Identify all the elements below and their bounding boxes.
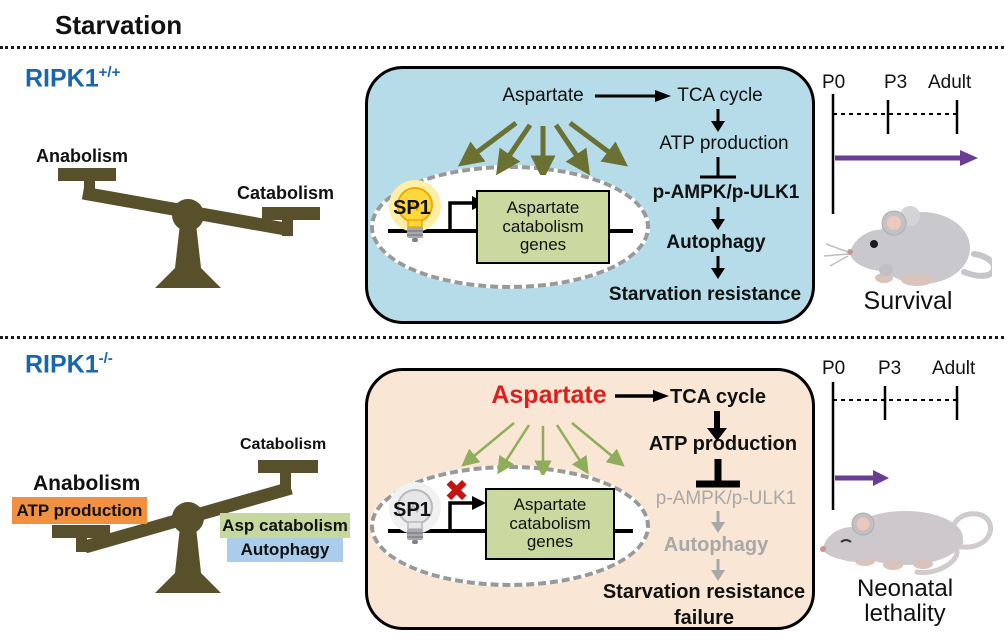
ko-outcome-node-line1: Starvation resistance [602, 581, 806, 603]
ko-right-arrow-icon [615, 390, 669, 402]
ko-genotype-label: RIPK1-/- [25, 350, 113, 379]
ko-fate-label: Neonatal lethality [856, 575, 954, 628]
wt-down-arrow-icon [711, 256, 725, 279]
ko-gene-box: Aspartate catabolism genes [485, 488, 615, 560]
wt-allele-superscript: +/+ [98, 64, 121, 81]
ko-down-arrow-thick-icon [707, 411, 727, 441]
ko-fan-arrows-icon [461, 422, 625, 475]
wt-aspartate-node: Aspartate [502, 85, 584, 106]
wt-inhibition-bar-icon [700, 157, 736, 179]
ko-balance-scale-icon [52, 460, 318, 593]
ko-blocked-cross-icon: ✖ [444, 475, 470, 508]
ko-allele-superscript: -/- [98, 350, 113, 367]
ko-lightbulb-off-icon [389, 482, 441, 544]
wt-timeline-p0: P0 [822, 72, 846, 93]
ko-autophagy-node: Autophagy [663, 534, 769, 556]
wt-balance-scale-icon [58, 168, 320, 288]
wt-tca-node: TCA cycle [677, 85, 763, 106]
wt-autophagy-node: Autophagy [666, 232, 766, 253]
section-divider [0, 336, 1004, 339]
ko-catabolism-label: Catabolism [240, 436, 327, 453]
wt-timeline [831, 94, 978, 214]
ko-tca-node: TCA cycle [670, 386, 766, 408]
wt-timeline-p3: P3 [884, 72, 908, 93]
wt-pathway-panel: SP1 Aspartate catabolism genes Aspartate… [365, 66, 815, 324]
wt-down-arrow-icon [711, 207, 725, 230]
wt-atp-node: ATP production [659, 133, 789, 154]
wt-mouse-icon [823, 206, 992, 286]
ko-anabolism-tag: ATP production [12, 497, 147, 524]
ko-atp-node: ATP production [648, 433, 798, 455]
ko-timeline [831, 382, 959, 510]
ko-down-arrow-gray-icon [711, 559, 725, 581]
ko-aspartate-node: Aspartate [491, 381, 607, 409]
ko-mouse-icon [820, 511, 994, 576]
ko-sp1-label: SP1 [393, 499, 431, 521]
wt-catabolism-label: Catabolism [237, 183, 335, 203]
figure-title: Starvation [55, 10, 183, 40]
wt-anabolism-label: Anabolism [36, 146, 129, 166]
ko-timeline-adult: Adult [932, 358, 976, 379]
ko-timeline-p0: P0 [822, 358, 846, 379]
ko-timeline-p3: P3 [878, 358, 902, 379]
wt-ampk-node: p-AMPK/p-ULK1 [652, 182, 800, 203]
wt-genotype-label: RIPK1+/+ [25, 64, 121, 93]
ko-outcome-node-line2: failure [673, 607, 735, 629]
ko-anabolism-label: Anabolism [33, 472, 141, 495]
ko-fate-line2: lethality [864, 600, 946, 628]
ko-transcription-arrow-icon [448, 496, 486, 533]
ko-pathway-panel: SP1 ✖ Aspartate catabolism genes Asparta… [365, 368, 815, 630]
ko-autophagy-tag: Autophagy [227, 538, 343, 562]
ko-inhibition-bar-thick-icon [696, 459, 740, 488]
wt-fate-label: Survival [863, 287, 953, 315]
ko-down-arrow-gray-icon [711, 511, 725, 533]
wt-lightbulb-on-icon [389, 180, 441, 242]
ko-ampk-node: p-AMPK/p-ULK1 [655, 488, 797, 509]
ko-fate-line1: Neonatal [856, 575, 954, 602]
header-divider [0, 46, 1004, 49]
wt-sp1-label: SP1 [393, 197, 431, 219]
wt-fan-arrows-icon [458, 121, 628, 175]
wt-outcome-node: Starvation resistance [608, 284, 802, 305]
wt-timeline-adult: Adult [928, 72, 972, 93]
wt-right-arrow-icon [595, 90, 671, 102]
ko-asp-catabolism-tag: Asp catabolism [220, 513, 350, 538]
wt-down-arrow-icon [711, 109, 725, 132]
wt-gene-box: Aspartate catabolism genes [476, 190, 610, 264]
